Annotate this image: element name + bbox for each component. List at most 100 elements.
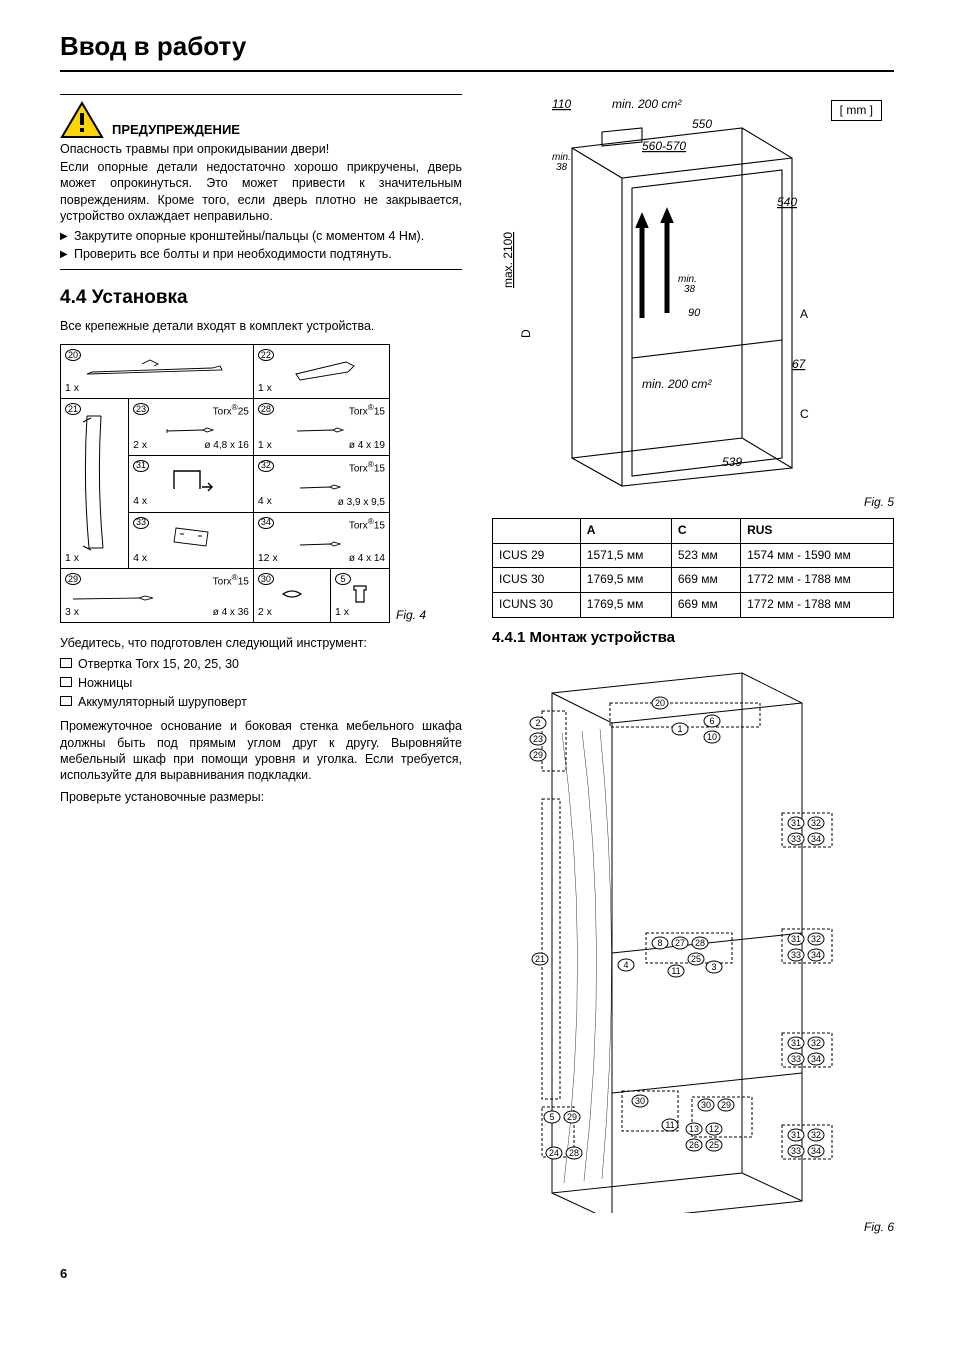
fig6-diagram: 31 32 33 34 31 32 33 34 31 32 33 34 31 3… — [492, 653, 862, 1213]
svg-text:27: 27 — [675, 938, 685, 948]
cell: 669 мм — [671, 568, 740, 593]
warning-bullet-1: Закрутите опорные кронштейны/пальцы (с м… — [60, 228, 462, 244]
section-num: 4.4 — [60, 287, 86, 308]
dim-min200-bot: min. 200 cm² — [642, 377, 712, 391]
part-qty: 2 x — [258, 606, 272, 618]
left-column: ПРЕДУПРЕЖДЕНИЕ Опасность травмы при опро… — [60, 88, 462, 1236]
part-qty: 1 x — [65, 382, 79, 394]
warning-icon — [60, 101, 104, 139]
svg-text:20: 20 — [655, 698, 665, 708]
part-num: 20 — [65, 349, 81, 361]
svg-text:13: 13 — [689, 1124, 699, 1134]
part-dim: ø 4 x 14 — [349, 552, 385, 565]
dim-540: 540 — [777, 195, 797, 209]
part-dim: ø 4,8 x 16 — [204, 439, 248, 452]
cell: ICUS 30 — [493, 568, 581, 593]
check-dims-para: Проверьте установочные размеры: — [60, 789, 462, 805]
part-num: 31 — [133, 460, 149, 472]
part-qty: 3 x — [65, 606, 79, 618]
cell: 1769,5 мм — [580, 593, 671, 618]
svg-text:11: 11 — [671, 966, 680, 976]
dim-560: 560-570 — [642, 139, 686, 153]
svg-text:32: 32 — [811, 1038, 821, 1048]
cell: ICUS 29 — [493, 543, 581, 568]
tool-item-1: Отвертка Torx 15, 20, 25, 30 — [60, 656, 462, 672]
svg-text:29: 29 — [567, 1112, 577, 1122]
warning-top-rule — [60, 94, 462, 95]
part-dim: ø 4 x 36 — [213, 606, 249, 619]
svg-text:31: 31 — [791, 1130, 801, 1140]
cell: 1772 мм - 1788 мм — [741, 593, 894, 618]
part-dim: ø 3,9 x 9,5 — [338, 496, 385, 509]
fig4-caption: Fig. 4 — [396, 608, 426, 624]
svg-text:1: 1 — [677, 724, 682, 734]
part-qty: 1 x — [258, 439, 272, 451]
part-label: Torx®15 — [213, 572, 249, 588]
th-a: A — [580, 519, 671, 544]
cell: 1769,5 мм — [580, 568, 671, 593]
dim-D: D — [519, 329, 533, 338]
svg-text:32: 32 — [811, 818, 821, 828]
section-heading: 4.4 Установка — [60, 286, 462, 311]
part-label: Torx®25 — [213, 402, 249, 418]
fig5-caption: Fig. 5 — [492, 495, 894, 511]
svg-text:25: 25 — [709, 1140, 719, 1150]
warning-label: ПРЕДУПРЕЖДЕНИЕ — [112, 122, 240, 139]
cell: 1574 мм - 1590 мм — [741, 543, 894, 568]
part-label: Torx®15 — [349, 459, 385, 475]
warning-bottom-rule — [60, 269, 462, 270]
cell: 1571,5 мм — [580, 543, 671, 568]
part-qty: 1 x — [65, 552, 79, 564]
tools-intro: Убедитесь, что подготовлен следующий инс… — [60, 635, 462, 651]
tool-item-3: Аккумуляторный шуруповерт — [60, 694, 462, 710]
cabinet-para: Промежуточное основание и боковая стенка… — [60, 718, 462, 783]
svg-text:5: 5 — [549, 1112, 554, 1122]
tool-item-2: Ножницы — [60, 675, 462, 691]
table-header-row: A C RUS — [493, 519, 894, 544]
part-qty: 12 x — [258, 552, 278, 564]
fig5-diagram: 110 min. 200 cm² 550 560-570 min.38 min.… — [492, 88, 862, 488]
svg-text:34: 34 — [811, 950, 821, 960]
part-num: 34 — [258, 517, 274, 529]
part-label: Torx®15 — [349, 516, 385, 532]
tools-list: Отвертка Torx 15, 20, 25, 30 Ножницы Акк… — [60, 656, 462, 711]
dim-90: 90 — [688, 307, 701, 319]
fig5-wrap: [ mm ] — [492, 88, 894, 493]
svg-text:31: 31 — [791, 1038, 801, 1048]
part-num: 33 — [133, 517, 149, 529]
svg-text:33: 33 — [791, 1054, 801, 1064]
svg-text:3: 3 — [711, 962, 716, 972]
svg-text:12: 12 — [709, 1124, 719, 1134]
part-qty: 4 x — [133, 552, 147, 564]
svg-text:33: 33 — [791, 1146, 801, 1156]
svg-text:11: 11 — [665, 1120, 674, 1130]
dim-max2100: max. 2100 — [501, 231, 515, 287]
svg-text:2: 2 — [535, 718, 540, 728]
warning-bullet-2: Проверить все болты и при необходимости … — [60, 246, 462, 262]
warning-header: ПРЕДУПРЕЖДЕНИЕ — [60, 101, 462, 139]
dim-A: A — [800, 307, 808, 321]
svg-text:24: 24 — [549, 1148, 559, 1158]
svg-text:30: 30 — [701, 1100, 711, 1110]
svg-text:6: 6 — [709, 716, 714, 726]
svg-text:10: 10 — [707, 732, 717, 742]
section-title: Установка — [92, 287, 188, 308]
dim-C: C — [800, 407, 809, 421]
svg-text:26: 26 — [689, 1140, 699, 1150]
svg-text:28: 28 — [569, 1148, 579, 1158]
svg-text:32: 32 — [811, 1130, 821, 1140]
two-column-layout: ПРЕДУПРЕЖДЕНИЕ Опасность травмы при опро… — [60, 88, 894, 1236]
th-rus: RUS — [741, 519, 894, 544]
dim-539: 539 — [722, 455, 742, 469]
cell: 1772 мм - 1788 мм — [741, 568, 894, 593]
cell: ICUNS 30 — [493, 593, 581, 618]
warning-text-2: Если опорные детали недостаточно хорошо … — [60, 159, 462, 224]
table-row: ICUNS 30 1769,5 мм 669 мм 1772 мм - 1788… — [493, 593, 894, 618]
svg-text:4: 4 — [623, 960, 628, 970]
part-num: 30 — [258, 573, 274, 585]
dim-550: 550 — [692, 117, 712, 131]
table-row: ICUS 30 1769,5 мм 669 мм 1772 мм - 1788 … — [493, 568, 894, 593]
part-qty: 2 x — [133, 439, 147, 451]
part-num: 28 — [258, 403, 274, 415]
dimension-table: A C RUS ICUS 29 1571,5 мм 523 мм 1574 мм… — [492, 518, 894, 617]
